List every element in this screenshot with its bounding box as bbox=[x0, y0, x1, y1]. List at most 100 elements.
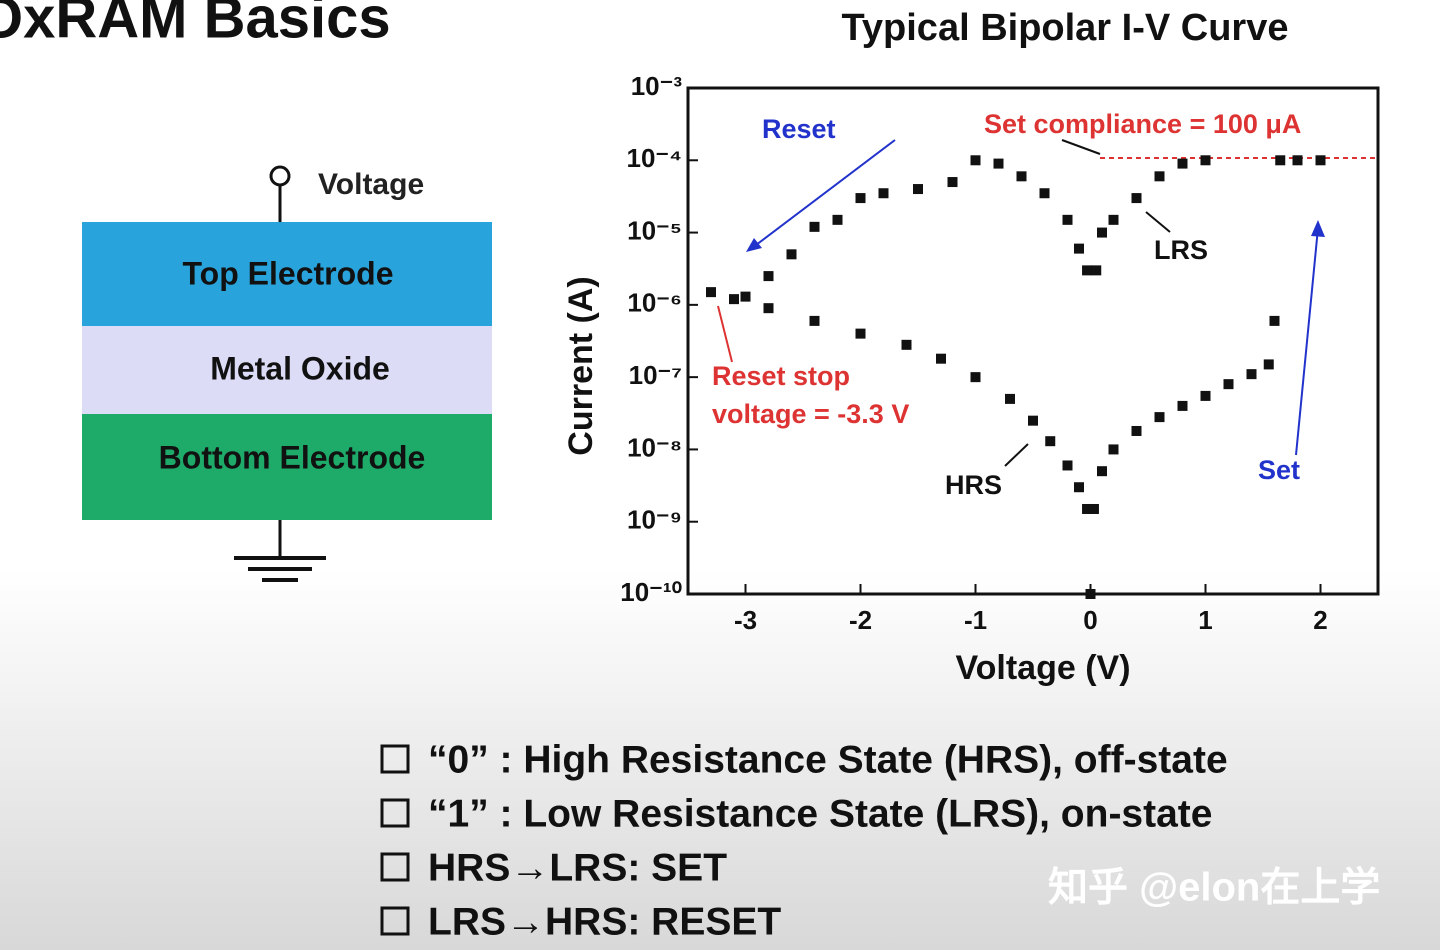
annotation: HRS bbox=[945, 470, 1002, 500]
data-point bbox=[1085, 589, 1096, 599]
data-point bbox=[1200, 155, 1211, 166]
pointer bbox=[1004, 443, 1029, 467]
layer-label: Bottom Electrode bbox=[159, 439, 426, 475]
x-axis-label: Voltage (V) bbox=[955, 649, 1130, 687]
y-tick-label: 10⁻³ bbox=[631, 71, 683, 101]
x-tick-label: 2 bbox=[1313, 605, 1327, 635]
data-point bbox=[1269, 315, 1280, 326]
data-point bbox=[1062, 460, 1073, 471]
data-point bbox=[1108, 214, 1119, 225]
data-point bbox=[1131, 193, 1142, 204]
bullet-box bbox=[380, 744, 410, 774]
data-point bbox=[832, 214, 843, 225]
x-tick-label: -2 bbox=[849, 605, 872, 635]
annotation: Set compliance = 100 μA bbox=[984, 109, 1301, 139]
data-point bbox=[855, 193, 866, 204]
data-point bbox=[1016, 171, 1027, 182]
data-point bbox=[1315, 155, 1326, 166]
data-point bbox=[763, 303, 774, 314]
data-point bbox=[1097, 466, 1107, 477]
data-point bbox=[729, 294, 739, 305]
arrow bbox=[1295, 227, 1319, 456]
data-point bbox=[1005, 393, 1015, 404]
y-tick-label: 10⁻¹⁰ bbox=[620, 577, 682, 607]
annotation: LRS bbox=[1154, 235, 1208, 265]
data-point bbox=[878, 188, 889, 199]
annotation: Reset bbox=[762, 114, 836, 144]
pointer bbox=[717, 305, 733, 363]
data-point bbox=[1154, 412, 1165, 423]
data-point bbox=[1223, 379, 1234, 390]
data-point bbox=[1177, 158, 1188, 169]
y-tick-label: 10⁻⁴ bbox=[626, 143, 682, 173]
bullet-text: “0” : High Resistance State (HRS), off-s… bbox=[428, 738, 1228, 781]
layer-label: Metal Oxide bbox=[210, 350, 390, 386]
y-tick-label: 10⁻⁶ bbox=[627, 288, 682, 318]
data-point bbox=[1082, 503, 1093, 514]
data-point bbox=[740, 291, 751, 302]
bullet-box bbox=[380, 798, 410, 828]
data-point bbox=[1263, 359, 1274, 370]
data-point bbox=[970, 155, 981, 166]
data-point bbox=[1028, 415, 1038, 426]
data-point bbox=[1074, 243, 1084, 254]
device-diagram: Voltage Top Electrode Metal Oxide Bottom… bbox=[82, 165, 492, 582]
data-point bbox=[809, 221, 820, 232]
data-point bbox=[1154, 171, 1165, 182]
data-point bbox=[855, 328, 866, 339]
data-point bbox=[1039, 188, 1050, 199]
bullet-box bbox=[380, 906, 410, 936]
y-tick-label: 10⁻⁹ bbox=[627, 505, 682, 535]
data-point bbox=[1045, 436, 1056, 447]
data-point bbox=[1131, 425, 1142, 436]
y-tick-label: 10⁻⁷ bbox=[629, 360, 682, 390]
bullet-text: LRS→HRS: RESET bbox=[428, 900, 781, 943]
data-point bbox=[1091, 265, 1102, 276]
data-point bbox=[1292, 155, 1303, 166]
layer bbox=[82, 222, 492, 326]
plot-frame bbox=[686, 86, 1380, 596]
data-point bbox=[1082, 265, 1093, 276]
data-point bbox=[913, 184, 923, 195]
data-point bbox=[1062, 214, 1073, 225]
layer-label: Top Electrode bbox=[183, 255, 394, 291]
data-point bbox=[1088, 503, 1099, 514]
data-point bbox=[763, 271, 774, 282]
data-point bbox=[1097, 227, 1107, 238]
data-point bbox=[1246, 369, 1257, 380]
bullet-text: “1” : Low Resistance State (LRS), on-sta… bbox=[428, 792, 1212, 835]
arrowhead bbox=[1311, 220, 1325, 237]
data-point bbox=[1108, 444, 1119, 455]
data-point bbox=[1177, 400, 1188, 411]
data-point bbox=[706, 287, 716, 298]
data-point bbox=[970, 372, 981, 383]
data-point bbox=[901, 339, 912, 350]
y-axis-label: Current (A) bbox=[562, 276, 600, 455]
x-tick-label: 0 bbox=[1083, 605, 1097, 635]
data-point bbox=[947, 177, 958, 188]
x-tick-label: 1 bbox=[1198, 605, 1212, 635]
chart-title: Typical Bipolar I-V Curve bbox=[842, 7, 1289, 49]
arrow bbox=[751, 139, 896, 249]
annotation: Set bbox=[1258, 455, 1300, 485]
bullet-text: HRS→LRS: SET bbox=[428, 846, 727, 889]
x-tick-label: -3 bbox=[734, 605, 757, 635]
watermark: 知乎 @elon在上学 bbox=[1048, 866, 1380, 910]
data-point bbox=[1275, 155, 1286, 166]
bullet-list: “0” : High Resistance State (HRS), off-s… bbox=[380, 738, 1228, 943]
chart: Typical Bipolar I-V Curve Voltage (V) Cu… bbox=[562, 7, 1380, 687]
slide-title: OxRAM Basics bbox=[0, 0, 391, 50]
y-tick-label: 10⁻⁸ bbox=[627, 432, 682, 462]
layer bbox=[82, 326, 492, 414]
terminal-label: Voltage bbox=[318, 168, 424, 201]
arrowhead bbox=[746, 238, 762, 252]
data-point bbox=[936, 353, 946, 364]
y-tick-label: 10⁻⁵ bbox=[627, 215, 682, 245]
layer bbox=[82, 414, 492, 520]
data-point bbox=[809, 315, 820, 326]
data-point bbox=[993, 158, 1004, 169]
data-point bbox=[1074, 482, 1084, 493]
data-point bbox=[786, 249, 797, 260]
data-point bbox=[1200, 390, 1211, 401]
